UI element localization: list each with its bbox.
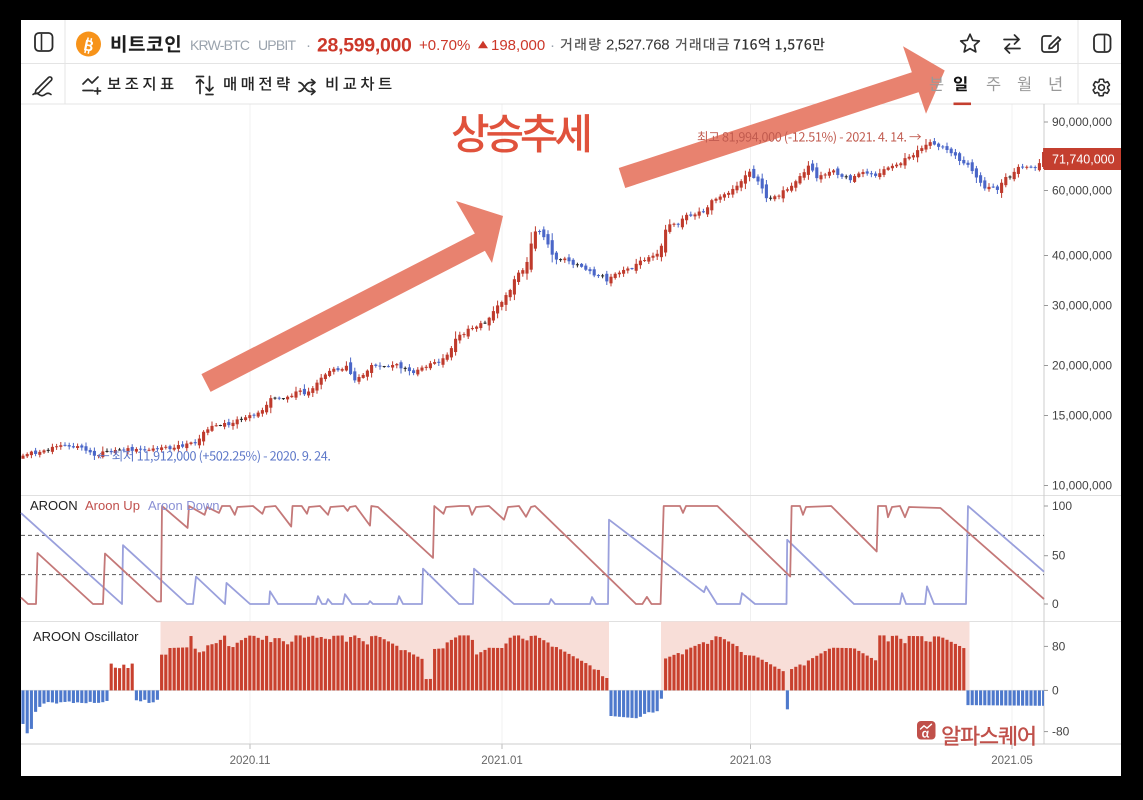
svg-text:UPBIT: UPBIT [258,37,296,53]
svg-text:40,000,000: 40,000,000 [1052,249,1112,263]
svg-text:2,527.768: 2,527.768 [606,37,669,54]
svg-text:10,000,000: 10,000,000 [1052,479,1112,493]
svg-text:AROON: AROON [30,498,78,513]
svg-text:Aroon Up: Aroon Up [85,498,140,513]
svg-text:2020.11: 2020.11 [230,755,271,767]
svg-text:Aroon Down: Aroon Down [148,498,220,513]
svg-text:·: · [550,37,555,54]
svg-text:0: 0 [1052,683,1059,697]
svg-text:2021.05: 2021.05 [991,755,1033,767]
svg-text:28,599,000: 28,599,000 [317,35,412,57]
svg-text:0: 0 [1052,597,1059,611]
svg-text:15,000,000: 15,000,000 [1052,409,1112,423]
svg-text:-80: -80 [1052,725,1070,739]
svg-text:AROON Oscillator: AROON Oscillator [33,629,139,644]
svg-text:30,000,000: 30,000,000 [1052,299,1112,313]
svg-text:20,000,000: 20,000,000 [1052,359,1112,373]
svg-text:2021.03: 2021.03 [730,755,772,767]
svg-text:60,000,000: 60,000,000 [1052,184,1112,198]
svg-text:198,000: 198,000 [491,37,545,54]
svg-text:·: · [306,37,311,54]
svg-text:80: 80 [1052,639,1066,653]
svg-text:100: 100 [1052,499,1072,513]
svg-text:71,740,000: 71,740,000 [1052,153,1115,167]
svg-text:2021.01: 2021.01 [481,755,523,767]
svg-text:50: 50 [1052,549,1066,563]
svg-text:KRW-BTC: KRW-BTC [190,37,250,53]
svg-text:+0.70%: +0.70% [419,37,470,54]
svg-text:90,000,000: 90,000,000 [1052,115,1112,129]
